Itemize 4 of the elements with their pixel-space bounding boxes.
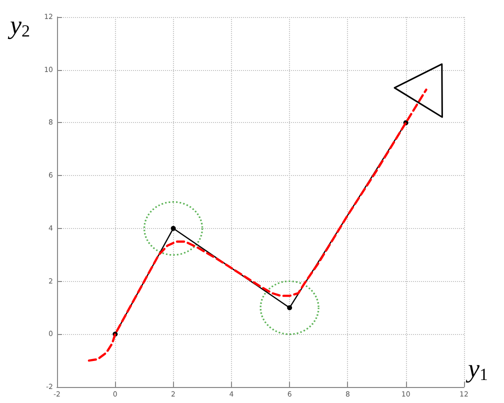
point [170,226,176,231]
point [260,280,320,335]
point [144,201,204,256]
point [287,305,292,310]
